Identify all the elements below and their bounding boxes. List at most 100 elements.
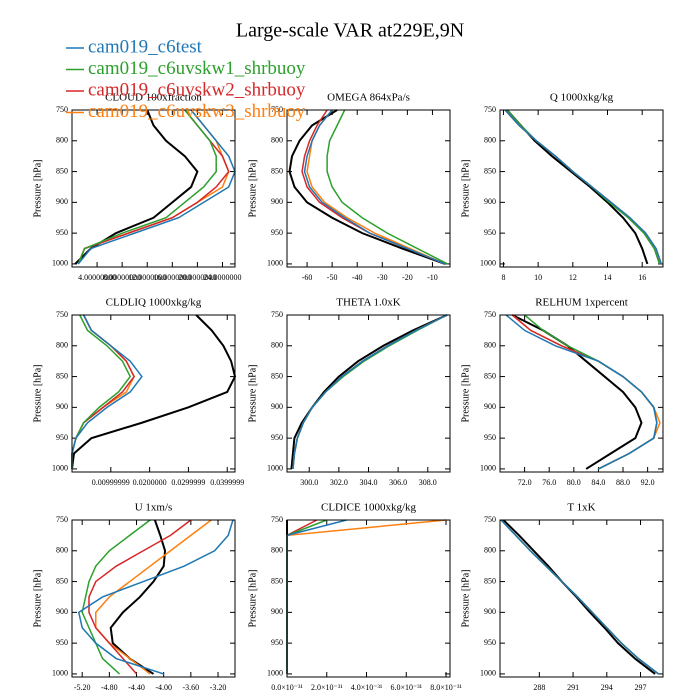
profile-line bbox=[500, 519, 659, 675]
x-tick-label: -4.40 bbox=[128, 683, 145, 692]
legend-entry: cam019_c6test bbox=[88, 36, 203, 57]
profile-line bbox=[109, 519, 167, 675]
x-tick-label: 0.00999999 bbox=[92, 478, 130, 487]
x-tick-label: 12 bbox=[569, 273, 577, 282]
x-tick-label: 8 bbox=[501, 273, 505, 282]
x-tick-label: 291 bbox=[567, 683, 579, 692]
x-tick-label: -3.20 bbox=[210, 683, 227, 692]
x-tick-label: -4.80 bbox=[101, 683, 118, 692]
y-tick-label: 850 bbox=[484, 166, 496, 175]
profile-line bbox=[286, 519, 347, 674]
plot-frame bbox=[71, 109, 236, 268]
y-tick-label: 800 bbox=[484, 136, 496, 145]
y-tick-label: 850 bbox=[484, 576, 496, 585]
profile-line bbox=[292, 314, 448, 469]
x-tick-label: 8.00000000 bbox=[103, 273, 141, 282]
profile-line bbox=[326, 109, 448, 265]
y-tick-label: 850 bbox=[484, 371, 496, 380]
x-tick-label: 2.0×10⁻³¹ bbox=[311, 683, 343, 692]
profile-line bbox=[506, 109, 661, 265]
y-axis-label: Pressure [hPa] bbox=[32, 569, 43, 627]
profile-line bbox=[511, 314, 658, 470]
profile-line bbox=[77, 519, 234, 675]
y-tick-label: 800 bbox=[484, 341, 496, 350]
y-tick-label: 900 bbox=[271, 402, 283, 411]
y-tick-label: 800 bbox=[56, 136, 68, 145]
legend-entry: cam019_c6uvskw1_shrbuoy bbox=[88, 58, 306, 79]
y-tick-label: 950 bbox=[56, 638, 68, 647]
y-tick-label: 750 bbox=[271, 105, 283, 114]
y-axis-label: Pressure [hPa] bbox=[32, 364, 43, 422]
y-tick-label: 950 bbox=[271, 638, 283, 647]
x-tick-label: 0.0×10⁻³¹ bbox=[271, 683, 303, 692]
profile-line bbox=[286, 519, 318, 674]
y-tick-label: 950 bbox=[56, 433, 68, 442]
y-tick-label: 900 bbox=[56, 197, 68, 206]
y-tick-label: 800 bbox=[56, 546, 68, 555]
x-tick-label: 20.0000000 bbox=[178, 273, 216, 282]
panel-title: THETA 1.0xK bbox=[336, 297, 401, 309]
x-tick-label: 6.0×10⁻³¹ bbox=[391, 683, 423, 692]
profile-line bbox=[292, 314, 448, 469]
profile-line bbox=[292, 314, 448, 469]
x-tick-label: 76.0 bbox=[542, 478, 556, 487]
profile-line bbox=[292, 314, 448, 469]
panel-title: Q 1000xkg/kg bbox=[550, 92, 614, 104]
y-tick-label: 900 bbox=[484, 197, 496, 206]
y-tick-label: 1000 bbox=[267, 669, 283, 678]
y-tick-label: 750 bbox=[56, 105, 68, 114]
x-tick-label: 8.0×10⁻³¹ bbox=[430, 683, 462, 692]
x-tick-label: 0.0399999 bbox=[210, 478, 244, 487]
x-tick-label: 308.0 bbox=[419, 478, 437, 487]
plot-frame bbox=[499, 109, 664, 268]
y-tick-label: 750 bbox=[56, 310, 68, 319]
panel-title: CLOUD 100xfraction bbox=[105, 92, 202, 104]
y-tick-label: 800 bbox=[271, 136, 283, 145]
y-tick-label: 900 bbox=[56, 402, 68, 411]
x-tick-label: -10 bbox=[427, 273, 438, 282]
y-axis-label: Pressure [hPa] bbox=[247, 159, 258, 217]
legend-entry: cam019_c6uvskw3_shrbuoy bbox=[88, 101, 306, 122]
x-tick-label: -3.60 bbox=[183, 683, 200, 692]
y-tick-label: 850 bbox=[56, 576, 68, 585]
profile-line bbox=[95, 519, 212, 675]
profile-line bbox=[77, 109, 217, 265]
x-tick-label: 300.0 bbox=[300, 478, 318, 487]
profile-line bbox=[81, 519, 151, 675]
panel-title: OMEGA 864xPa/s bbox=[327, 92, 410, 104]
plot-frame bbox=[286, 314, 451, 473]
x-tick-label: 14 bbox=[604, 273, 612, 282]
y-tick-label: 1000 bbox=[480, 669, 496, 678]
y-tick-label: 1000 bbox=[480, 464, 496, 473]
y-tick-label: 950 bbox=[484, 433, 496, 442]
y-axis-label: Pressure [hPa] bbox=[460, 569, 471, 627]
y-tick-label: 800 bbox=[271, 546, 283, 555]
profile-line bbox=[303, 109, 446, 265]
y-tick-label: 1000 bbox=[52, 669, 68, 678]
y-tick-label: 950 bbox=[484, 638, 496, 647]
profile-line bbox=[524, 314, 658, 470]
x-tick-label: 92.0 bbox=[641, 478, 655, 487]
profile-line bbox=[505, 314, 658, 470]
y-tick-label: 1000 bbox=[267, 259, 283, 268]
x-tick-label: -60 bbox=[302, 273, 313, 282]
y-tick-label: 950 bbox=[271, 228, 283, 237]
figure-title: Large-scale VAR at229E,9N bbox=[236, 20, 464, 42]
y-tick-label: 950 bbox=[56, 228, 68, 237]
y-tick-label: 900 bbox=[271, 607, 283, 616]
y-tick-label: 750 bbox=[271, 310, 283, 319]
profile-line bbox=[500, 519, 659, 675]
y-tick-label: 750 bbox=[484, 515, 496, 524]
x-tick-label: 297 bbox=[635, 683, 647, 692]
panel-title: CLDICE 1000xkg/kg bbox=[321, 502, 417, 514]
profile-line bbox=[71, 314, 143, 469]
y-tick-label: 950 bbox=[271, 433, 283, 442]
y-axis-label: Pressure [hPa] bbox=[247, 569, 258, 627]
profile-line bbox=[71, 314, 237, 470]
y-axis-label: Pressure [hPa] bbox=[460, 159, 471, 217]
x-tick-label: 16.0000000 bbox=[153, 273, 191, 282]
profile-line bbox=[500, 519, 659, 675]
x-tick-label: -5.20 bbox=[74, 683, 91, 692]
